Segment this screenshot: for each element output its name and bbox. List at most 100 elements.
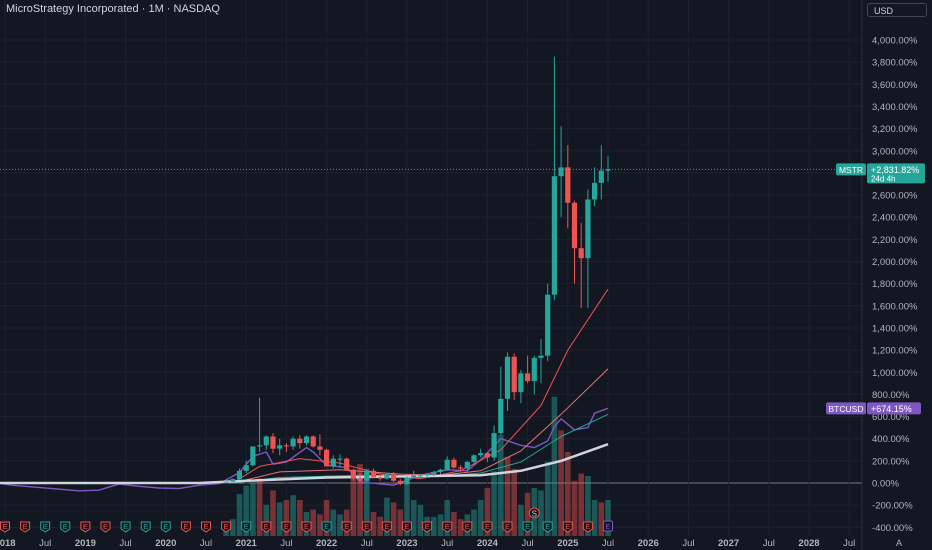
candle[interactable] — [431, 470, 437, 477]
candle[interactable] — [598, 145, 604, 200]
price-scale[interactable]: -400.00% -200.00% 0.00% 200.00% 400.00% 600.0… — [861, 0, 932, 550]
earnings-marker[interactable]: E — [361, 521, 372, 533]
candle[interactable] — [592, 167, 598, 207]
candle[interactable] — [417, 474, 423, 479]
candle[interactable] — [270, 433, 276, 454]
candle[interactable] — [504, 352, 511, 412]
candle[interactable] — [558, 126, 564, 218]
earnings-marker[interactable]: E — [201, 521, 211, 533]
earnings-marker[interactable]: E — [562, 521, 573, 533]
earnings-marker[interactable]: E — [261, 521, 272, 533]
earnings-marker[interactable]: E — [20, 521, 31, 533]
earnings-marker[interactable]: E — [180, 521, 191, 533]
earnings-marker[interactable]: E — [80, 521, 91, 533]
candle[interactable] — [471, 454, 477, 465]
currency-selector[interactable]: USD — [867, 3, 927, 17]
candles-layer[interactable] — [223, 56, 611, 486]
candle[interactable] — [605, 156, 611, 182]
earnings-marker[interactable]: E — [140, 521, 151, 533]
candle[interactable] — [370, 468, 377, 478]
candle[interactable] — [458, 465, 464, 472]
candle[interactable] — [451, 457, 457, 469]
candle[interactable] — [344, 457, 350, 471]
candle[interactable] — [498, 366, 504, 436]
split-marker[interactable]: S — [528, 507, 540, 519]
candle[interactable] — [491, 425, 497, 461]
candle[interactable] — [478, 448, 484, 458]
earnings-marker[interactable]: E — [341, 521, 352, 533]
candle[interactable] — [337, 454, 343, 468]
candle[interactable] — [565, 145, 571, 229]
candle[interactable] — [250, 446, 256, 467]
earnings-marker[interactable]: E — [40, 521, 51, 533]
candle[interactable] — [511, 353, 517, 400]
candle[interactable] — [424, 473, 430, 478]
time-scale[interactable]: 2018 Jul 2019 Jul 2020 Jul 2021 Jul 2022 Jul 2023 J… — [0, 538, 902, 549]
earnings-marker[interactable]: E — [442, 521, 453, 533]
candle[interactable] — [243, 460, 249, 474]
earnings-marker[interactable]: E — [482, 521, 493, 533]
candle[interactable] — [303, 435, 310, 446]
earnings-marker[interactable]: E — [160, 521, 171, 533]
earnings-marker[interactable]: E — [603, 520, 613, 532]
candle[interactable] — [484, 451, 490, 462]
candle-body — [277, 445, 283, 449]
earnings-marker[interactable]: E — [0, 521, 10, 533]
earnings-marker[interactable]: E — [542, 521, 553, 533]
earnings-marker[interactable]: E — [381, 521, 392, 533]
candle[interactable] — [357, 473, 363, 482]
candle[interactable] — [330, 455, 336, 469]
candle[interactable] — [263, 435, 269, 450]
candle[interactable] — [377, 475, 383, 481]
candle[interactable] — [411, 470, 417, 479]
earnings-marker[interactable]: E — [100, 521, 111, 533]
earnings-marker[interactable]: E — [422, 521, 433, 533]
candle[interactable] — [531, 355, 537, 395]
earnings-marker[interactable]: E — [60, 521, 71, 533]
earnings-marker[interactable]: E — [120, 521, 131, 533]
split-label: S — [532, 510, 537, 519]
candle[interactable] — [257, 397, 263, 452]
earnings-marker[interactable]: E — [502, 521, 513, 533]
candle[interactable] — [277, 438, 283, 456]
earnings-marker[interactable]: E — [221, 521, 232, 533]
candle[interactable] — [297, 435, 303, 449]
y-tick-label: 1,000.00% — [872, 368, 918, 379]
candle[interactable] — [571, 200, 578, 284]
candle[interactable] — [525, 355, 531, 384]
earnings-marker[interactable]: E — [462, 521, 473, 533]
earnings-marker[interactable]: E — [582, 521, 593, 533]
earnings-marker[interactable]: E — [281, 521, 292, 533]
candle[interactable] — [391, 471, 397, 482]
candle[interactable] — [364, 469, 370, 482]
candle[interactable] — [538, 339, 544, 384]
candle[interactable] — [317, 434, 323, 456]
earnings-marker[interactable]: E — [321, 521, 332, 533]
earnings-marker[interactable]: E — [522, 521, 533, 533]
events-layer[interactable]: E E E E E E E E E E E E E E E E E E E E E E E E E E ESE E E E — [0, 507, 613, 533]
candle[interactable] — [397, 478, 403, 486]
candle[interactable] — [444, 456, 450, 471]
candle[interactable] — [310, 435, 316, 448]
candle[interactable] — [437, 468, 444, 475]
candle[interactable] — [585, 189, 591, 309]
candle[interactable] — [236, 468, 243, 480]
candle[interactable] — [230, 478, 236, 482]
earnings-marker[interactable]: E — [241, 521, 252, 533]
auto-scale-button[interactable]: A — [896, 538, 902, 548]
candle[interactable] — [518, 370, 524, 404]
candle[interactable] — [464, 460, 470, 471]
candle[interactable] — [350, 468, 356, 481]
candle[interactable] — [384, 473, 390, 480]
earnings-marker[interactable]: E — [402, 521, 412, 533]
candle[interactable] — [578, 222, 584, 309]
candle[interactable] — [223, 481, 229, 483]
earnings-marker[interactable]: E — [301, 521, 312, 533]
candle[interactable] — [290, 436, 296, 450]
candle[interactable] — [404, 476, 410, 486]
candle[interactable] — [545, 283, 551, 362]
candle[interactable] — [324, 448, 330, 467]
candle[interactable] — [551, 56, 557, 301]
candle[interactable] — [283, 443, 289, 452]
